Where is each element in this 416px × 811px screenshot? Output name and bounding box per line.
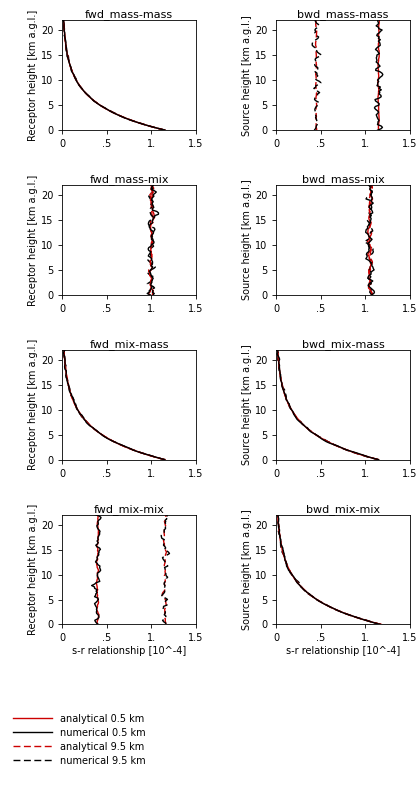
Title: bwd_mix-mass: bwd_mix-mass bbox=[302, 339, 384, 350]
X-axis label: s-r relationship [10^-4]: s-r relationship [10^-4] bbox=[286, 646, 400, 656]
Y-axis label: Receptor height [km a.g.l.]: Receptor height [km a.g.l.] bbox=[28, 504, 38, 635]
Title: fwd_mass-mass: fwd_mass-mass bbox=[85, 10, 173, 20]
Title: fwd_mix-mass: fwd_mix-mass bbox=[89, 339, 169, 350]
Title: bwd_mix-mix: bwd_mix-mix bbox=[306, 504, 380, 515]
Y-axis label: Receptor height [km a.g.l.]: Receptor height [km a.g.l.] bbox=[28, 174, 38, 306]
Title: bwd_mass-mass: bwd_mass-mass bbox=[297, 10, 389, 20]
Title: fwd_mass-mix: fwd_mass-mix bbox=[89, 174, 169, 185]
Title: bwd_mass-mix: bwd_mass-mix bbox=[302, 174, 384, 185]
Y-axis label: Receptor height [km a.g.l.]: Receptor height [km a.g.l.] bbox=[28, 339, 38, 470]
X-axis label: s-r relationship [10^-4]: s-r relationship [10^-4] bbox=[72, 646, 186, 656]
Y-axis label: Source height [km a.g.l.]: Source height [km a.g.l.] bbox=[242, 509, 252, 630]
Y-axis label: Source height [km a.g.l.]: Source height [km a.g.l.] bbox=[242, 345, 252, 466]
Legend: analytical 0.5 km, numerical 0.5 km, analytical 9.5 km, numerical 9.5 km: analytical 0.5 km, numerical 0.5 km, ana… bbox=[13, 714, 146, 766]
Title: fwd_mix-mix: fwd_mix-mix bbox=[94, 504, 165, 515]
Y-axis label: Source height [km a.g.l.]: Source height [km a.g.l.] bbox=[242, 15, 252, 135]
Y-axis label: Source height [km a.g.l.]: Source height [km a.g.l.] bbox=[242, 179, 252, 300]
Y-axis label: Receptor height [km a.g.l.]: Receptor height [km a.g.l.] bbox=[28, 10, 38, 141]
